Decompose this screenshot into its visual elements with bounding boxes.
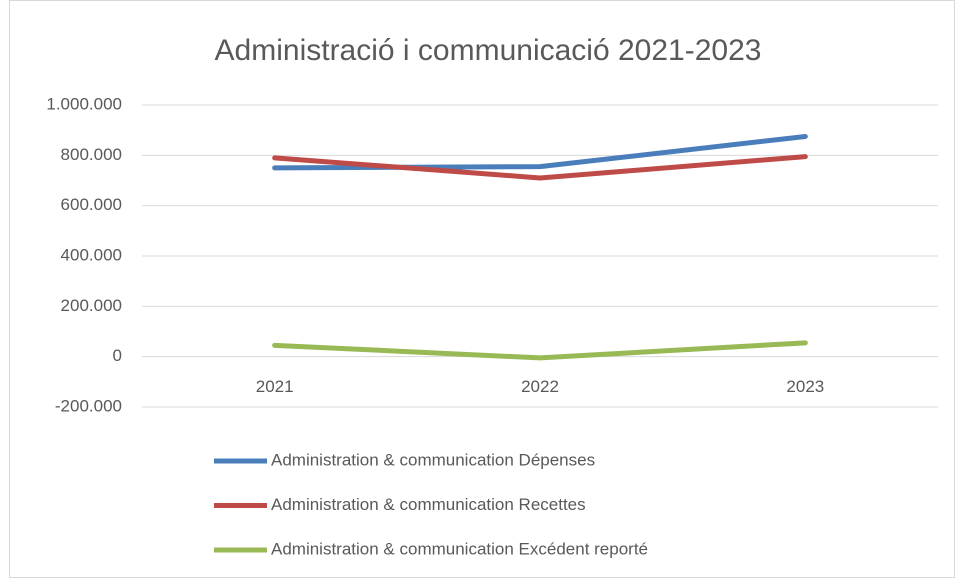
legend-label: Administration & communication Excédent … <box>271 539 648 558</box>
y-tick-label: -200.000 <box>55 396 122 415</box>
legend-label: Administration & communication Recettes <box>271 495 586 514</box>
series-line <box>272 154 808 181</box>
legend-label: Administration & communication Dépenses <box>271 450 595 469</box>
x-tick-label: 2021 <box>256 377 294 396</box>
chart-title: Administració i communicació 2021-2023 <box>215 34 762 67</box>
y-tick-label: 800.000 <box>61 145 122 164</box>
series-line <box>272 133 808 171</box>
series-line <box>272 340 808 361</box>
y-tick-label: 0 <box>113 346 122 365</box>
x-tick-label: 2022 <box>521 377 559 396</box>
y-tick-label: 1.000.000 <box>46 94 122 113</box>
y-tick-label: 400.000 <box>61 245 122 264</box>
y-tick-label: 600.000 <box>61 195 122 214</box>
y-tick-label: 200.000 <box>61 296 122 315</box>
x-tick-label: 2023 <box>786 377 824 396</box>
chart-frame <box>9 0 955 578</box>
